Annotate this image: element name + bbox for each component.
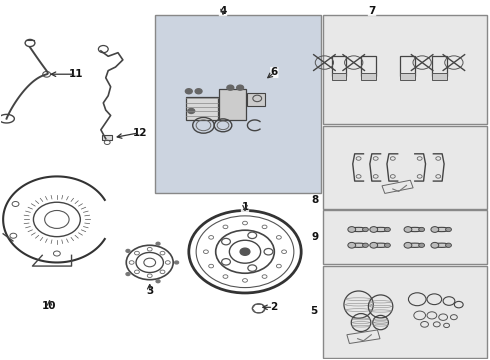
Text: 12: 12 [133, 128, 147, 138]
Bar [332, 73, 346, 81]
Circle shape [445, 227, 451, 231]
Bar [432, 56, 446, 76]
Circle shape [363, 227, 368, 231]
Circle shape [185, 89, 192, 94]
Circle shape [445, 243, 451, 247]
Circle shape [431, 226, 439, 232]
Circle shape [227, 85, 234, 90]
Text: 10: 10 [42, 301, 57, 311]
Bar [186, 96, 218, 120]
Bar [323, 126, 487, 209]
Ellipse shape [373, 227, 389, 231]
Bar [361, 73, 376, 81]
Bar [332, 56, 346, 76]
Circle shape [418, 227, 424, 231]
Bar [382, 180, 413, 193]
Ellipse shape [434, 227, 449, 231]
Circle shape [195, 89, 202, 94]
Bar [347, 330, 380, 343]
Bar [323, 266, 487, 357]
Text: 5: 5 [310, 306, 318, 316]
Text: 9: 9 [311, 232, 318, 242]
Circle shape [363, 243, 368, 247]
Text: 7: 7 [368, 6, 376, 16]
Circle shape [431, 242, 439, 248]
Circle shape [404, 242, 412, 248]
Circle shape [404, 226, 412, 232]
Text: 2: 2 [270, 302, 277, 312]
Bar [400, 73, 415, 81]
Ellipse shape [434, 243, 449, 247]
Circle shape [348, 242, 356, 248]
Bar [432, 73, 446, 81]
Circle shape [237, 85, 244, 90]
Circle shape [126, 273, 130, 275]
Bar [323, 15, 487, 125]
Text: 3: 3 [146, 286, 153, 296]
Bar [323, 211, 487, 264]
Text: 4: 4 [220, 6, 227, 16]
Ellipse shape [407, 227, 422, 231]
Bar [400, 56, 415, 76]
Ellipse shape [351, 227, 367, 231]
Text: 1: 1 [242, 202, 248, 212]
Ellipse shape [407, 243, 422, 247]
Circle shape [418, 243, 424, 247]
Bar [155, 15, 321, 193]
Circle shape [370, 242, 378, 248]
Circle shape [174, 261, 178, 264]
Circle shape [156, 242, 160, 245]
Circle shape [385, 227, 391, 231]
Circle shape [240, 248, 250, 255]
Bar [219, 89, 246, 120]
Ellipse shape [373, 243, 389, 247]
Text: 8: 8 [311, 195, 318, 205]
Bar [361, 56, 376, 76]
Bar [102, 135, 112, 140]
Text: 6: 6 [270, 67, 278, 77]
Bar [247, 93, 265, 105]
Circle shape [126, 249, 130, 252]
Ellipse shape [351, 243, 367, 247]
Circle shape [348, 226, 356, 232]
Circle shape [385, 243, 391, 247]
Circle shape [156, 280, 160, 283]
Circle shape [370, 226, 378, 232]
Text: 11: 11 [69, 69, 84, 79]
Circle shape [188, 108, 195, 113]
